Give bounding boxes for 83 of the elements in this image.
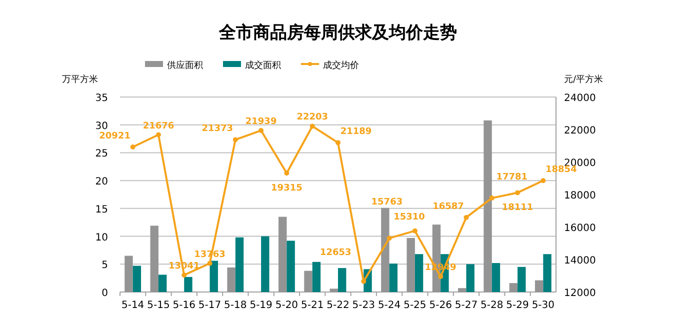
- legend-label: 供应面积: [167, 60, 203, 71]
- y2-tick-label: 16000: [564, 223, 596, 234]
- data-label: 18111: [502, 203, 534, 214]
- point: [515, 190, 520, 196]
- point: [386, 236, 392, 241]
- y-tick-label: 10: [95, 232, 108, 244]
- x-tick-label: 5-26: [429, 300, 452, 311]
- x-tick-label: 5-23: [352, 300, 375, 311]
- y-tick-label: 25: [95, 148, 108, 160]
- bar: [286, 240, 295, 292]
- point: [156, 132, 161, 138]
- bar: [261, 236, 270, 292]
- y-axis-title: 万平方米: [62, 74, 98, 85]
- data-label: 21939: [245, 116, 277, 127]
- data-label: 18854: [546, 165, 577, 176]
- point: [130, 144, 136, 150]
- bar: [312, 262, 321, 292]
- x-tick-label: 5-27: [454, 300, 478, 311]
- point: [284, 170, 290, 176]
- bar: [338, 268, 346, 292]
- bar: [235, 237, 244, 292]
- data-label: 21676: [142, 121, 174, 132]
- point: [464, 214, 469, 220]
- bar: [158, 274, 167, 292]
- bar: [518, 266, 526, 292]
- y2-tick-label: 22000: [564, 126, 596, 136]
- x-tick-label: 5-30: [532, 300, 555, 311]
- y2-tick-label: 24000: [564, 93, 596, 104]
- bar: [543, 254, 552, 292]
- x-tick-label: 5-17: [198, 300, 222, 311]
- point: [207, 260, 212, 266]
- x-tick-label: 5-15: [147, 300, 170, 311]
- x-tick-label: 5-20: [275, 300, 298, 311]
- y-tick-label: 0: [102, 288, 108, 299]
- x-tick-label: 5-29: [506, 300, 529, 311]
- point: [361, 278, 366, 284]
- point: [489, 196, 494, 201]
- legend-label: 成交面积: [245, 60, 281, 71]
- bar: [132, 266, 142, 292]
- legend-label: 成交均价: [323, 60, 359, 71]
- point: [540, 178, 546, 184]
- data-label: 21189: [340, 127, 372, 138]
- x-tick-label: 5-28: [480, 300, 504, 311]
- bar: [466, 264, 474, 292]
- x-tick-label: 5-16: [172, 300, 196, 311]
- y2-tick-label: 14000: [564, 256, 596, 266]
- x-tick-label: 5-14: [121, 300, 144, 311]
- data-label: 20921: [99, 132, 130, 142]
- point: [258, 128, 264, 133]
- point: [310, 124, 315, 129]
- y-tick-label: 35: [95, 93, 108, 104]
- data-label: 22203: [296, 112, 328, 123]
- data-label: 15310: [394, 212, 425, 223]
- y-tick-label: 5: [102, 260, 108, 272]
- y-tick-label: 20: [95, 176, 108, 188]
- x-tick-label: 5-21: [301, 300, 324, 311]
- y2-tick-label: 18000: [564, 190, 596, 202]
- y2-axis-title: 元/平方米: [564, 74, 604, 85]
- x-tick-label: 5-25: [404, 300, 426, 311]
- chart-title: 全市商品房每周供求及均价走势: [218, 23, 457, 43]
- data-label: 16587: [432, 202, 464, 212]
- bar: [184, 276, 192, 292]
- x-tick-label: 5-19: [250, 300, 272, 311]
- y2-tick-label: 12000: [564, 288, 596, 299]
- bar: [210, 260, 218, 292]
- y-tick-label: 15: [95, 204, 108, 216]
- point: [438, 274, 444, 280]
- y-tick-label: 30: [95, 120, 108, 132]
- bar: [414, 254, 424, 292]
- x-tick-label: 5-24: [378, 300, 401, 311]
- bar: [389, 264, 398, 292]
- data-label: 17781: [496, 172, 528, 183]
- data-label: 15763: [371, 197, 403, 208]
- data-label: 21373: [202, 124, 234, 134]
- data-label: 19315: [271, 184, 302, 194]
- point: [232, 137, 238, 142]
- x-tick-label: 5-18: [224, 300, 247, 311]
- data-label: 12653: [320, 248, 352, 258]
- x-tick-label: 5-22: [326, 300, 350, 311]
- bar: [492, 263, 500, 292]
- point: [336, 140, 340, 146]
- point: [182, 272, 187, 278]
- point: [412, 228, 418, 234]
